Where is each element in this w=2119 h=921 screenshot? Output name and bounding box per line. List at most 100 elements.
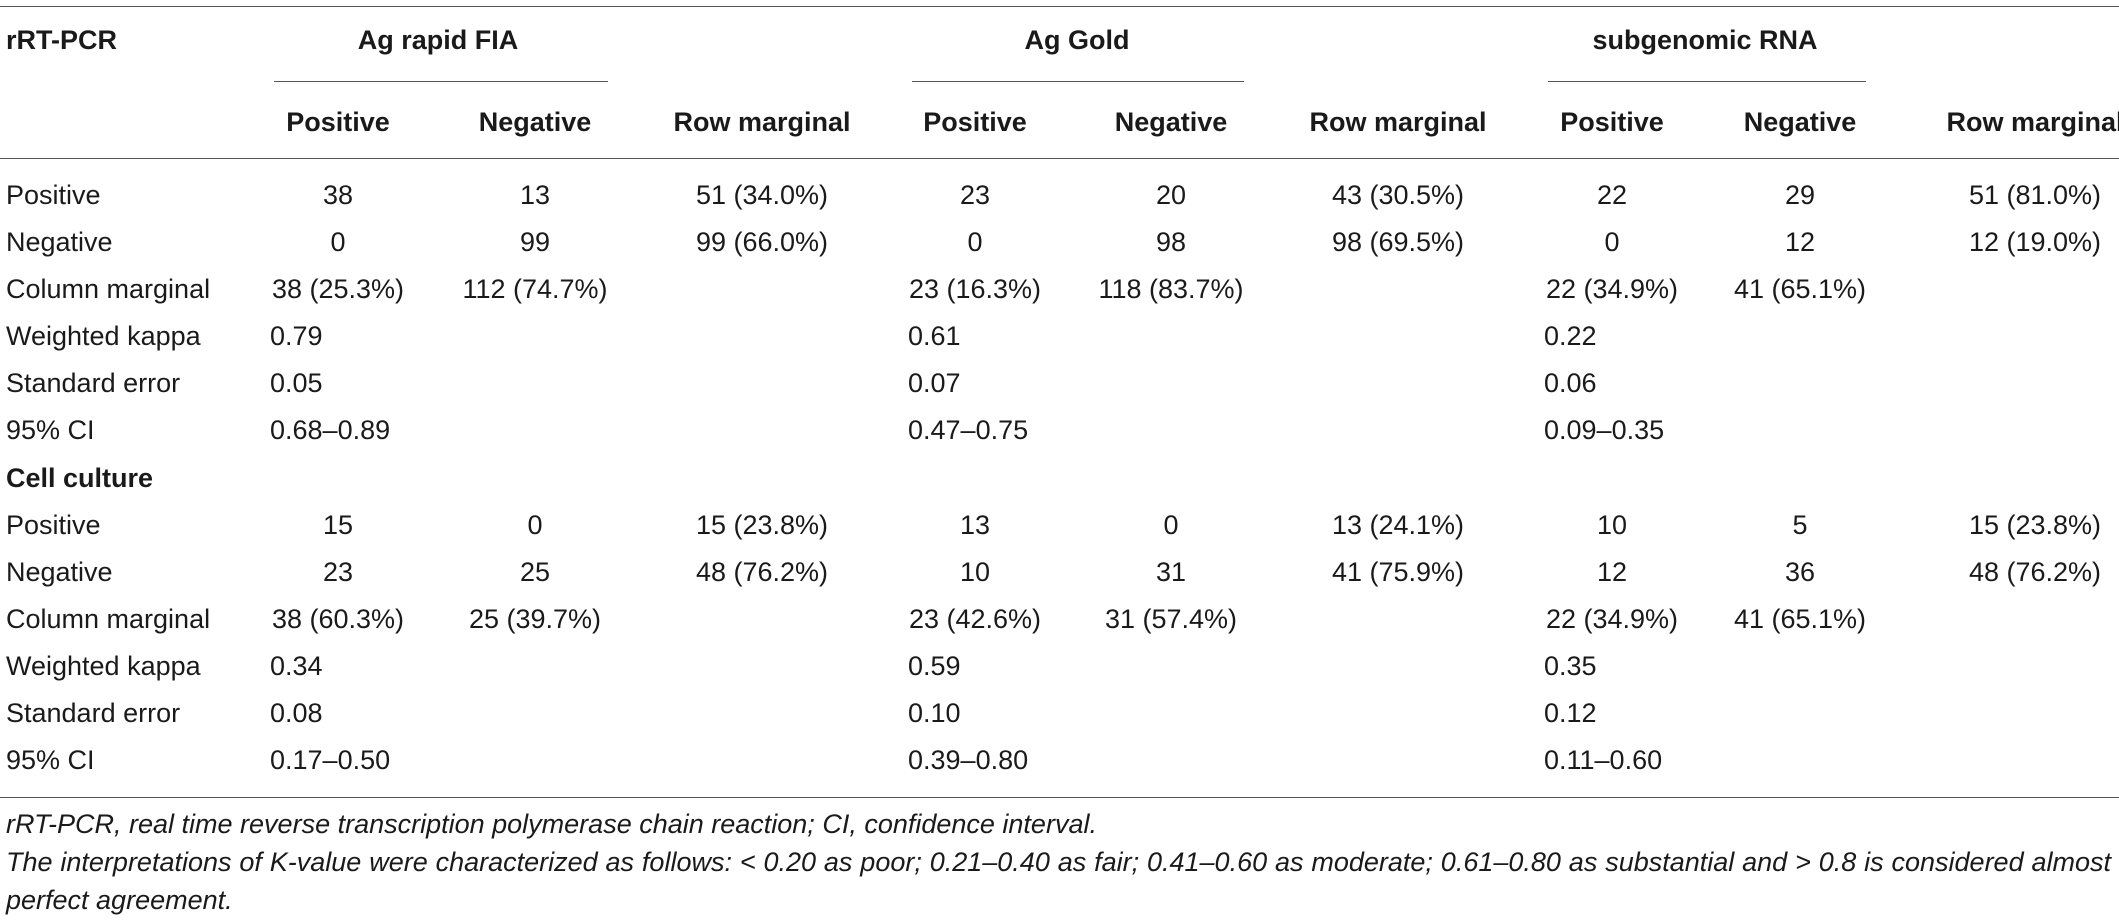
column-header: Negative xyxy=(1114,107,1228,137)
column-header: Negative xyxy=(1743,107,1857,137)
table-cell: 99 xyxy=(519,227,551,257)
table-cell: 0 xyxy=(967,227,983,257)
table-cell: 23 (16.3%) xyxy=(908,274,1042,304)
table-cell: 13 (24.1%) xyxy=(1331,510,1465,540)
table-cell: 48 (76.2%) xyxy=(695,557,829,587)
table-cell: 0.17–0.50 xyxy=(270,745,391,775)
table-cell: 0.61 xyxy=(908,321,961,351)
row-label: Standard error xyxy=(6,368,181,398)
table-cell: 38 (60.3%) xyxy=(271,604,405,634)
table-cell: 0.22 xyxy=(1544,321,1597,351)
table-cell: 0.12 xyxy=(1544,698,1597,728)
table-top-rule xyxy=(0,6,2119,7)
table-cell: 31 xyxy=(1155,557,1187,587)
table-cell: 0.59 xyxy=(908,651,961,681)
table-cell: 22 xyxy=(1596,180,1628,210)
table-cell: 23 (42.6%) xyxy=(908,604,1042,634)
column-header: Row marginal xyxy=(1946,107,2119,137)
table-cell: 98 xyxy=(1155,227,1187,257)
row-label: Column marginal xyxy=(6,274,211,304)
table-cell: 98 (69.5%) xyxy=(1331,227,1465,257)
group-underline-subgenomic-rna xyxy=(1548,81,1866,82)
table-cell: 25 xyxy=(519,557,551,587)
table-cell: 112 (74.7%) xyxy=(462,274,608,304)
table-cell: 12 xyxy=(1596,557,1628,587)
table-cell: 36 xyxy=(1784,557,1816,587)
table-cell: 0 xyxy=(527,510,543,540)
row-label: Weighted kappa xyxy=(6,651,201,681)
table-cell: 5 xyxy=(1792,510,1808,540)
table-cell: 25 (39.7%) xyxy=(468,604,602,634)
table-cell: 41 (65.1%) xyxy=(1733,604,1867,634)
table-cell: 20 xyxy=(1155,180,1187,210)
group-underline-ag-rapid-fia xyxy=(274,81,608,82)
row-label: Positive xyxy=(6,180,101,210)
table-cell: 23 xyxy=(322,557,354,587)
corner-label: rRT-PCR xyxy=(6,25,118,55)
table-cell: 0.47–0.75 xyxy=(908,415,1029,445)
table-cell: 0.08 xyxy=(270,698,323,728)
table-cell: 12 xyxy=(1784,227,1816,257)
table-cell: 15 xyxy=(322,510,354,540)
table-cell: 41 (65.1%) xyxy=(1733,274,1867,304)
table-cell: 0 xyxy=(330,227,346,257)
table-cell: 118 (83.7%) xyxy=(1098,274,1244,304)
table-cell: 0 xyxy=(1163,510,1179,540)
table-cell: 51 (34.0%) xyxy=(695,180,829,210)
table-bottom-rule xyxy=(0,797,2119,798)
column-header: Positive xyxy=(286,107,390,137)
column-header: Positive xyxy=(1560,107,1664,137)
table-cell: 0.39–0.80 xyxy=(908,745,1029,775)
table-cell: 0.06 xyxy=(1544,368,1597,398)
row-label: Standard error xyxy=(6,698,181,728)
table-cell: 0.79 xyxy=(270,321,323,351)
row-label: Negative xyxy=(6,557,113,587)
table-cell: 13 xyxy=(519,180,551,210)
table-cell: 48 (76.2%) xyxy=(1968,557,2102,587)
row-label: Positive xyxy=(6,510,101,540)
header-bottom-rule xyxy=(0,158,2119,159)
table-cell: 31 (57.4%) xyxy=(1104,604,1238,634)
table-cell: 23 xyxy=(959,180,991,210)
group-header: Ag Gold xyxy=(1024,25,1130,55)
table-cell: 0.35 xyxy=(1544,651,1597,681)
table-cell: 29 xyxy=(1784,180,1816,210)
table-cell: 51 (81.0%) xyxy=(1968,180,2102,210)
table-cell: 0.07 xyxy=(908,368,961,398)
table-cell: 0 xyxy=(1604,227,1620,257)
table-cell: 10 xyxy=(959,557,991,587)
row-label: Negative xyxy=(6,227,113,257)
table-cell: 99 (66.0%) xyxy=(695,227,829,257)
footnote-kappa-interpretation: The interpretations of K-value were char… xyxy=(6,847,2111,915)
group-header: Ag rapid FIA xyxy=(357,25,519,55)
table-cell: 0.68–0.89 xyxy=(270,415,391,445)
table-cell: 13 xyxy=(959,510,991,540)
table-cell: 0.10 xyxy=(908,698,961,728)
column-header: Positive xyxy=(923,107,1027,137)
row-label: 95% CI xyxy=(6,415,95,445)
table-cell: 38 (25.3%) xyxy=(271,274,405,304)
row-label: 95% CI xyxy=(6,745,95,775)
row-label: Weighted kappa xyxy=(6,321,201,351)
table-cell: 10 xyxy=(1596,510,1628,540)
table-cell: 0.11–0.60 xyxy=(1544,745,1663,775)
table-cell: 22 (34.9%) xyxy=(1545,274,1679,304)
group-underline-ag-gold xyxy=(912,81,1244,82)
column-header: Row marginal xyxy=(673,107,851,137)
table-cell: 0.09–0.35 xyxy=(1544,415,1665,445)
table-cell: 15 (23.8%) xyxy=(1968,510,2102,540)
table-cell: 22 (34.9%) xyxy=(1545,604,1679,634)
table-cell: 43 (30.5%) xyxy=(1331,180,1465,210)
row-label: Column marginal xyxy=(6,604,211,634)
column-header: Row marginal xyxy=(1309,107,1487,137)
section-label-cell-culture: Cell culture xyxy=(6,463,154,493)
table-cell: 0.34 xyxy=(270,651,323,681)
group-header: subgenomic RNA xyxy=(1592,25,1818,55)
table-cell: 12 (19.0%) xyxy=(1968,227,2102,257)
column-header: Negative xyxy=(478,107,592,137)
table-cell: 41 (75.9%) xyxy=(1331,557,1465,587)
table-cell: 15 (23.8%) xyxy=(695,510,829,540)
table-cell: 0.05 xyxy=(270,368,323,398)
footnote-abbreviations: rRT-PCR, real time reverse transcription… xyxy=(6,809,1097,839)
